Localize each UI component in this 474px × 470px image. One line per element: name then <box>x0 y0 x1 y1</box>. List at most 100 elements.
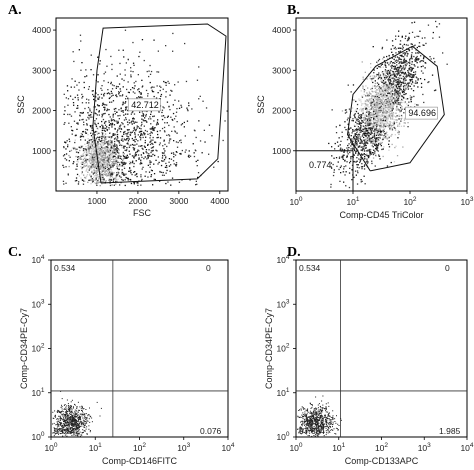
scatter-point <box>381 95 383 97</box>
scatter-point <box>410 55 413 57</box>
scatter-point <box>378 87 380 90</box>
scatter-point <box>388 74 390 76</box>
scatter-point <box>375 99 377 101</box>
scatter-point <box>95 125 98 128</box>
scatter-point <box>78 419 80 421</box>
scatter-point <box>74 80 76 82</box>
scatter-point <box>403 73 405 75</box>
scatter-point <box>402 52 404 54</box>
scatter-point <box>125 101 127 103</box>
scatter-point <box>93 98 95 101</box>
scatter-point <box>395 93 397 96</box>
scatter-point <box>121 161 123 163</box>
scatter-point <box>117 170 119 173</box>
scatter-point <box>380 64 382 66</box>
scatter-point <box>99 171 102 174</box>
scatter-point <box>392 77 394 79</box>
scatter-point <box>399 111 401 113</box>
scatter-point <box>65 142 67 144</box>
scatter-point <box>394 103 396 105</box>
scatter-point <box>356 108 358 110</box>
scatter-point <box>383 81 385 83</box>
scatter-point <box>399 89 401 91</box>
gate2-label: 0.774 <box>309 160 332 170</box>
scatter-point <box>374 103 376 105</box>
scatter-point <box>91 116 93 118</box>
scatter-point <box>379 143 382 145</box>
scatter-point <box>360 101 362 103</box>
scatter-point <box>98 111 100 113</box>
scatter-point <box>91 143 93 145</box>
scatter-point <box>149 161 151 164</box>
scatter-point <box>373 127 376 129</box>
scatter-point <box>372 100 374 102</box>
scatter-point <box>103 127 105 129</box>
y-tick-label: 4000 <box>32 25 51 35</box>
scatter-point <box>407 88 409 90</box>
scatter-point <box>107 89 109 91</box>
scatter-point <box>369 123 371 125</box>
scatter-point <box>391 143 393 146</box>
scatter-point <box>90 160 92 162</box>
scatter-point <box>389 83 391 85</box>
scatter-point <box>64 141 66 143</box>
scatter-point <box>109 153 111 155</box>
scatter-point <box>404 74 406 76</box>
scatter-point <box>373 133 375 135</box>
scatter-point <box>82 183 85 185</box>
scatter-point <box>165 182 167 185</box>
scatter-point <box>111 101 113 103</box>
scatter-point <box>380 66 382 69</box>
scatter-point <box>375 110 377 113</box>
scatter-point <box>122 140 124 142</box>
scatter-point <box>99 181 101 183</box>
scatter-point <box>69 156 71 158</box>
scatter-point <box>366 133 368 135</box>
scatter-point <box>145 89 148 92</box>
scatter-point <box>385 116 387 119</box>
scatter-point <box>385 85 387 87</box>
scatter-point <box>389 93 391 95</box>
scatter-point <box>361 154 364 156</box>
scatter-point <box>154 127 156 129</box>
scatter-point <box>142 113 144 115</box>
scatter-point <box>154 141 157 144</box>
scatter-point <box>406 63 408 65</box>
scatter-point <box>334 142 336 145</box>
scatter-point <box>378 66 380 68</box>
scatter-point <box>82 130 84 133</box>
scatter-point <box>89 146 91 148</box>
scatter-point <box>98 139 100 141</box>
scatter-point <box>357 153 359 155</box>
scatter-point <box>368 94 370 96</box>
scatter-point <box>401 101 403 104</box>
scatter-point <box>356 164 358 166</box>
scatter-point <box>113 178 115 180</box>
scatter-point <box>119 144 121 146</box>
scatter-point <box>380 93 382 95</box>
scatter-point <box>391 129 394 131</box>
scatter-point <box>381 121 383 123</box>
scatter-point <box>166 134 168 136</box>
scatter-point <box>435 89 437 91</box>
scatter-point <box>369 108 371 111</box>
scatter-point <box>99 136 101 138</box>
scatter-point <box>383 102 385 105</box>
scatter-point <box>385 75 387 77</box>
scatter-point <box>102 176 104 179</box>
scatter-point <box>433 57 435 60</box>
scatter-point <box>66 140 68 142</box>
scatter-point <box>360 135 363 137</box>
scatter-point <box>355 174 357 176</box>
scatter-point <box>101 183 103 185</box>
scatter-point <box>107 149 109 152</box>
scatter-point <box>349 110 351 112</box>
scatter-point <box>89 157 91 159</box>
scatter-point <box>186 120 189 122</box>
scatter-point <box>401 69 403 71</box>
scatter-point <box>171 130 173 132</box>
scatter-point <box>363 136 365 139</box>
scatter-point <box>90 175 92 177</box>
scatter-point <box>367 112 369 114</box>
scatter-point <box>136 97 138 99</box>
